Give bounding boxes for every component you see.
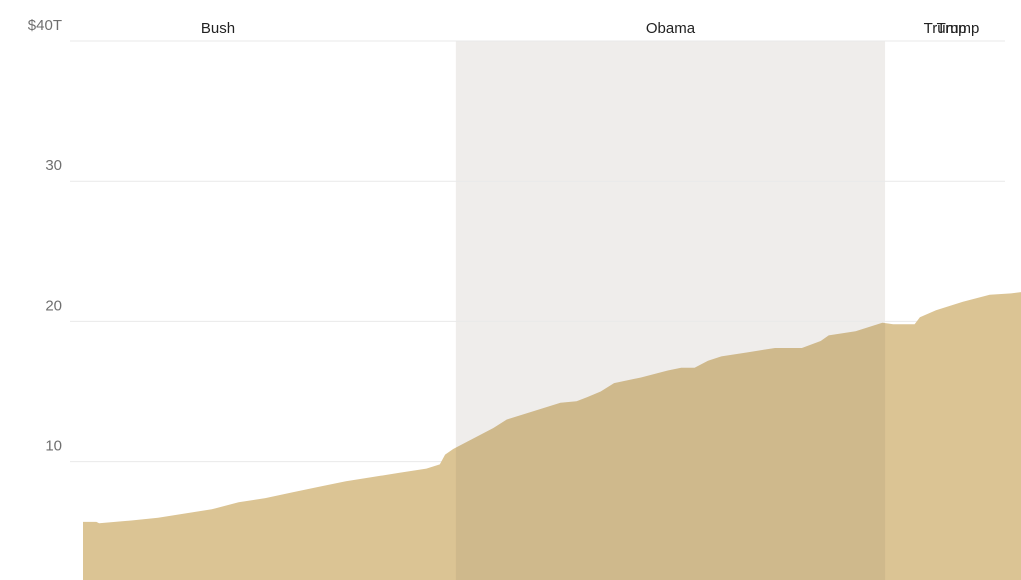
y-tick-label: $40T [28,17,62,34]
presidency-label-trump: Trump [937,20,980,37]
debt-area-path [83,292,1021,580]
y-tick-label: 20 [45,297,62,314]
presidency-label-trump: Trump [924,20,967,37]
presidency-label-bush: Bush [201,20,235,37]
y-axis-ticks: $40T 30 20 10 [28,17,62,455]
presidency-label-obama: Obama [646,20,696,37]
y-tick-label: 30 [45,157,62,174]
y-tick-label: 10 [45,438,62,455]
debt-area [83,292,1021,580]
presidency-labels: BushObamaTrumpBidenTrump [201,20,980,37]
